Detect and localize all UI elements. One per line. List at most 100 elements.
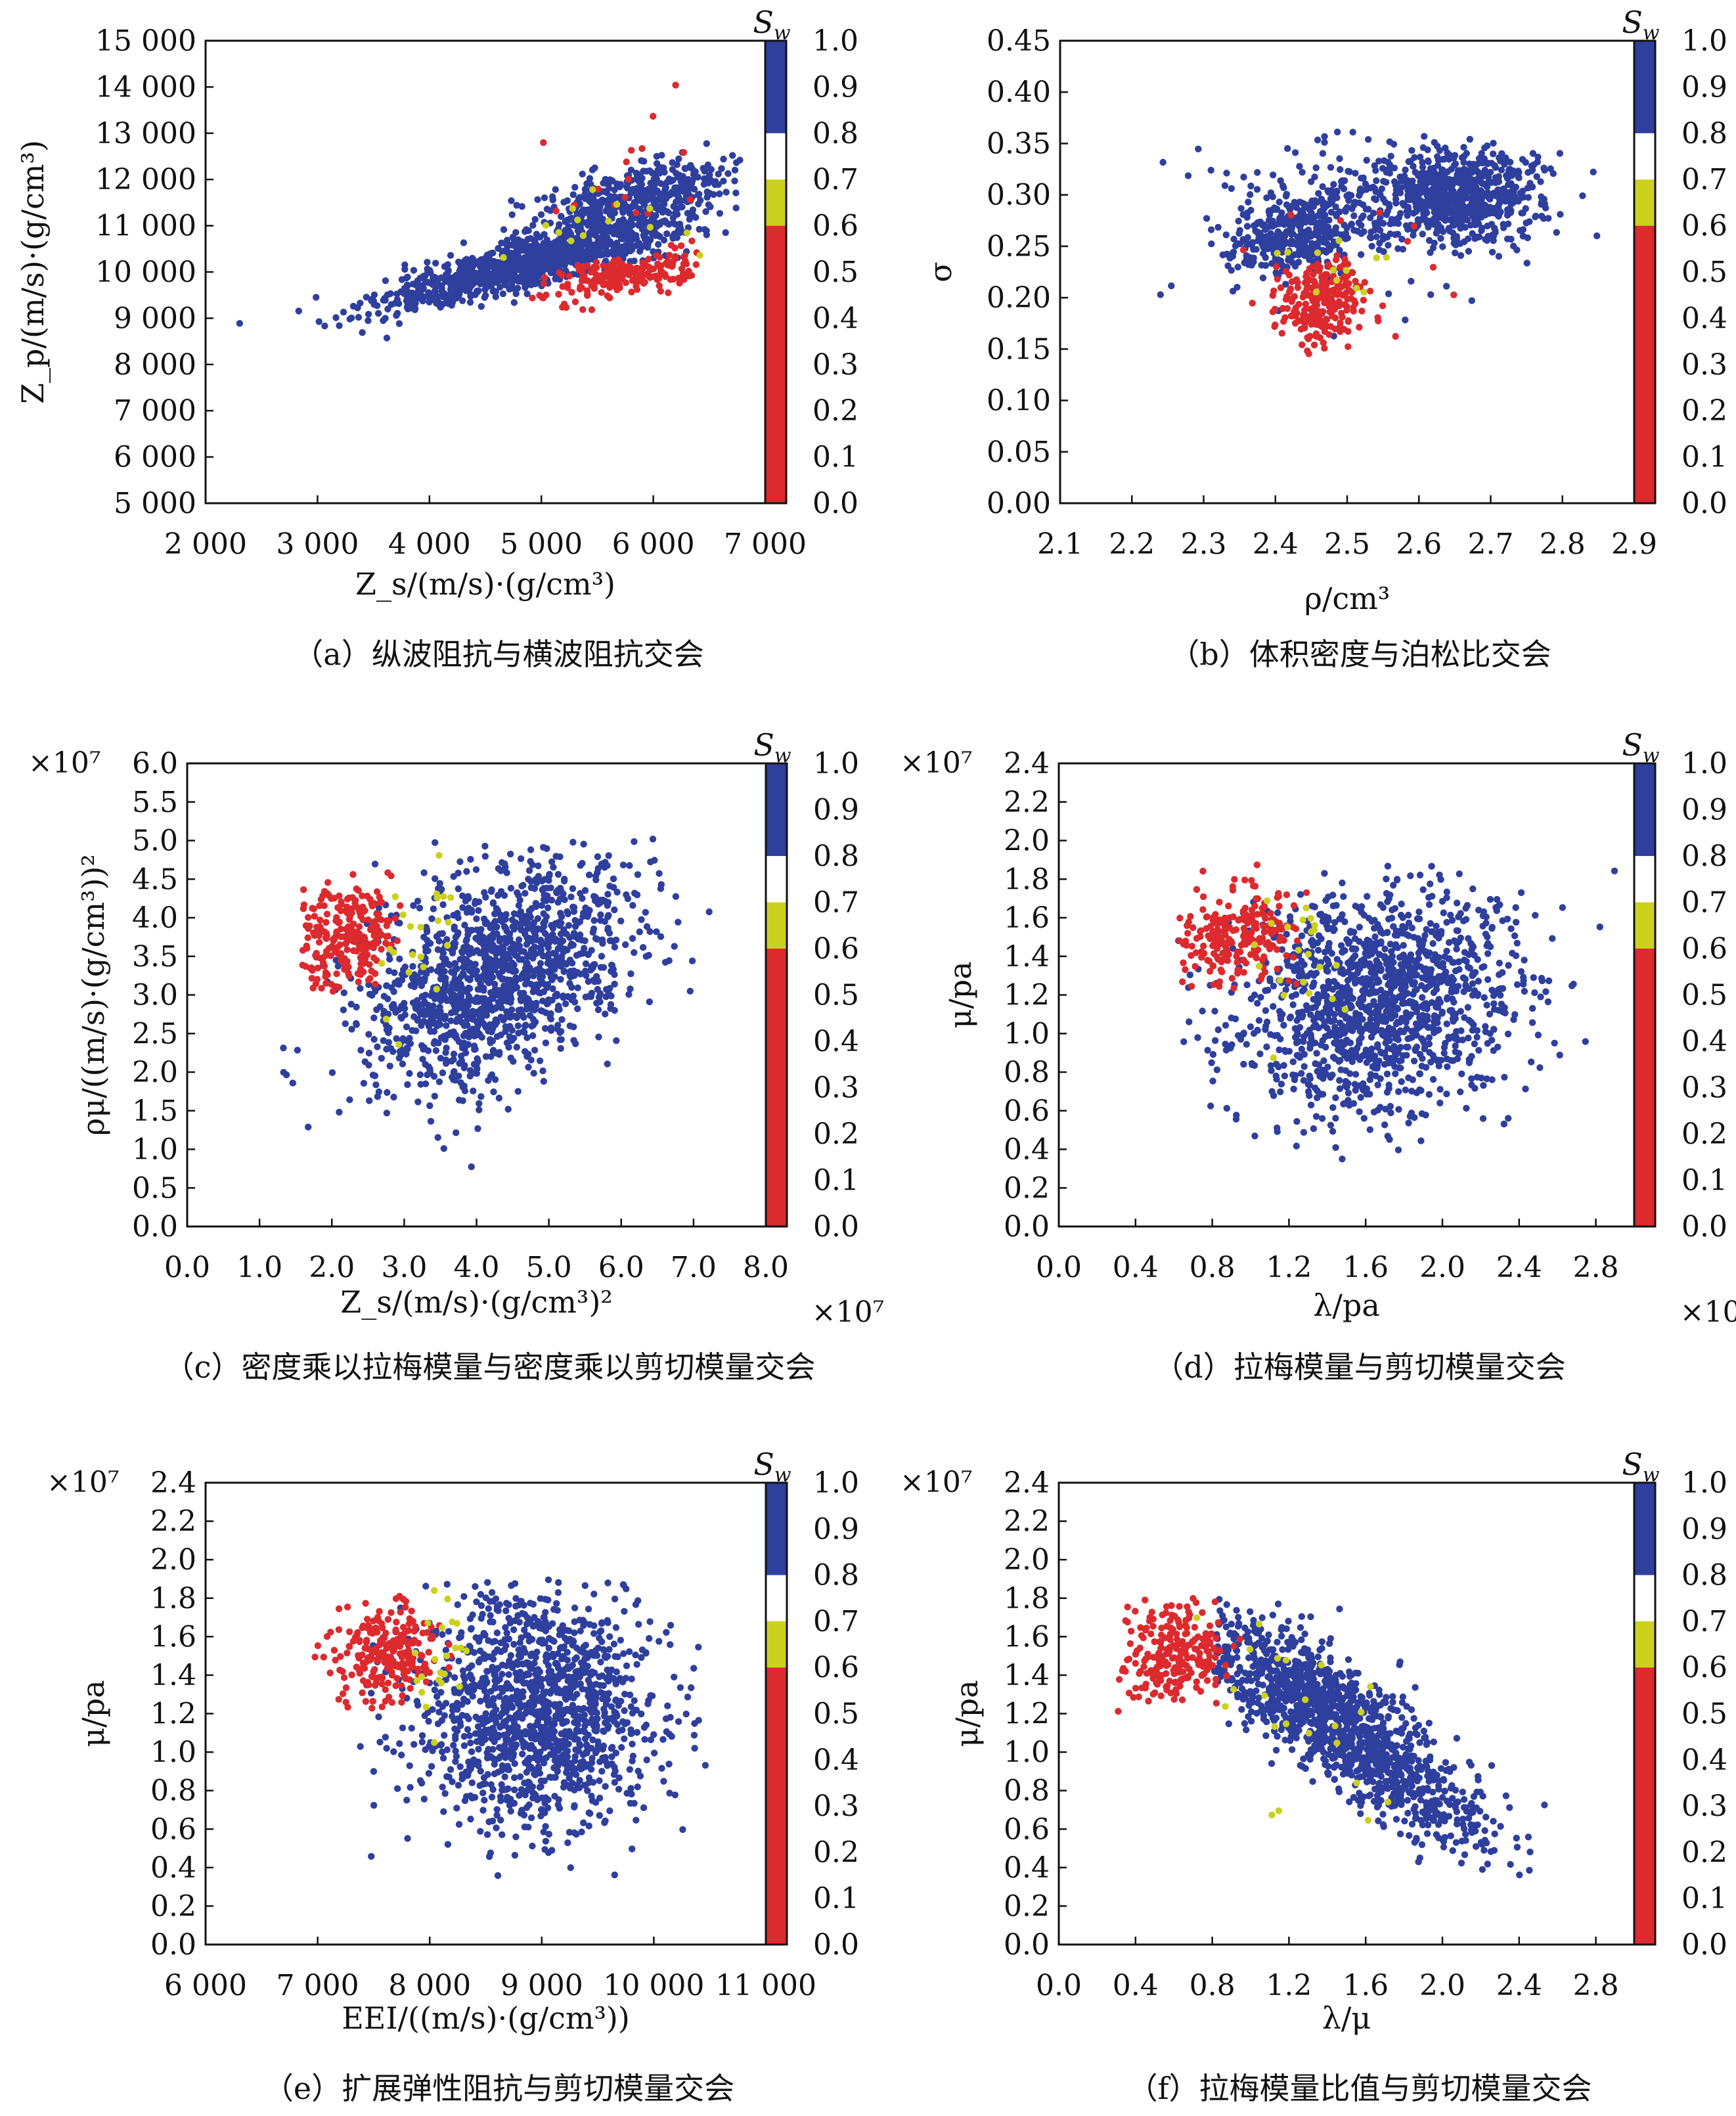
data-point [607,274,614,282]
data-point [545,265,552,273]
data-point [1247,182,1255,190]
data-point [1279,261,1286,269]
data-point [1408,277,1415,285]
data-point [340,308,347,316]
data-point [1320,308,1327,315]
data-point [500,226,508,233]
data-point [1427,291,1435,298]
data-point [1438,185,1445,192]
data-point [517,995,524,1002]
data-point [615,217,623,225]
colorbar-band [1634,133,1655,180]
data-point [349,870,357,878]
data-point [393,309,401,317]
y-tick-label: 0.15 [987,332,1051,366]
data-point [650,112,657,120]
data-point [529,294,536,302]
data-point [641,190,648,197]
data-point [560,257,567,264]
data-point [1451,192,1458,200]
data-point [321,323,328,330]
data-point [575,266,583,273]
data-point [1344,296,1351,303]
data-point [532,876,539,883]
data-point [696,252,703,259]
data-point [1467,183,1475,190]
data-point [1273,206,1281,213]
data-point [653,928,660,935]
data-point [648,169,656,177]
data-point [517,855,525,863]
data-point [428,915,435,922]
data-point [399,1060,407,1068]
data-point [483,1012,491,1019]
data-point [365,976,372,984]
data-point [477,980,484,987]
data-point [487,1073,495,1080]
data-point [389,1048,397,1055]
data-point [617,181,624,188]
data-point [1402,166,1409,173]
data-point [1337,217,1345,224]
data-point [1234,240,1241,248]
data-point [1498,150,1505,157]
data-point [1515,174,1523,181]
y-tick-label: 15 000 [95,24,196,58]
data-point [478,1093,485,1100]
data-point [378,945,385,953]
data-point [1279,305,1287,312]
data-point [487,1036,494,1043]
data-point [602,1010,609,1018]
data-point [673,161,681,168]
data-point [478,1033,485,1041]
data-point [510,910,518,918]
data-point [1481,169,1488,177]
data-point [597,964,605,971]
data-point [552,186,559,193]
data-point [592,242,599,250]
colorbar-tick-label: 0.2 [1681,394,1727,428]
data-point [530,919,538,926]
data-point [638,145,646,152]
data-point [675,194,682,201]
data-point [707,166,715,173]
data-point [1379,219,1387,227]
data-point [342,1020,349,1027]
data-point [434,294,441,302]
data-point [599,939,606,947]
data-point [1230,248,1237,256]
data-point [1304,334,1311,341]
data-point [667,276,674,283]
data-point [489,922,496,930]
data-point [1383,179,1390,186]
data-point [460,955,468,962]
data-point [472,897,479,905]
data-point [466,258,473,265]
data-point [1253,246,1260,253]
data-point [1386,162,1394,169]
data-point [474,936,481,943]
data-point [556,1029,564,1036]
data-point [605,217,612,225]
data-point [526,964,533,972]
data-point [359,892,366,900]
data-point [1466,135,1473,143]
data-point [602,993,610,1001]
colorbar: 0.00.10.20.30.40.50.60.70.80.91.0Sw [753,5,858,520]
data-point [460,1064,468,1071]
data-point [671,210,679,217]
data-point [613,241,621,248]
data-point [455,869,462,877]
data-point [299,961,306,969]
data-point [1347,192,1355,199]
data-point [500,254,507,261]
data-point [619,235,627,242]
data-point [419,1056,426,1063]
data-point [617,265,625,273]
data-point [627,247,634,255]
data-point [1407,181,1414,188]
data-point [393,290,401,298]
data-point [1452,175,1459,183]
data-point [731,166,739,174]
